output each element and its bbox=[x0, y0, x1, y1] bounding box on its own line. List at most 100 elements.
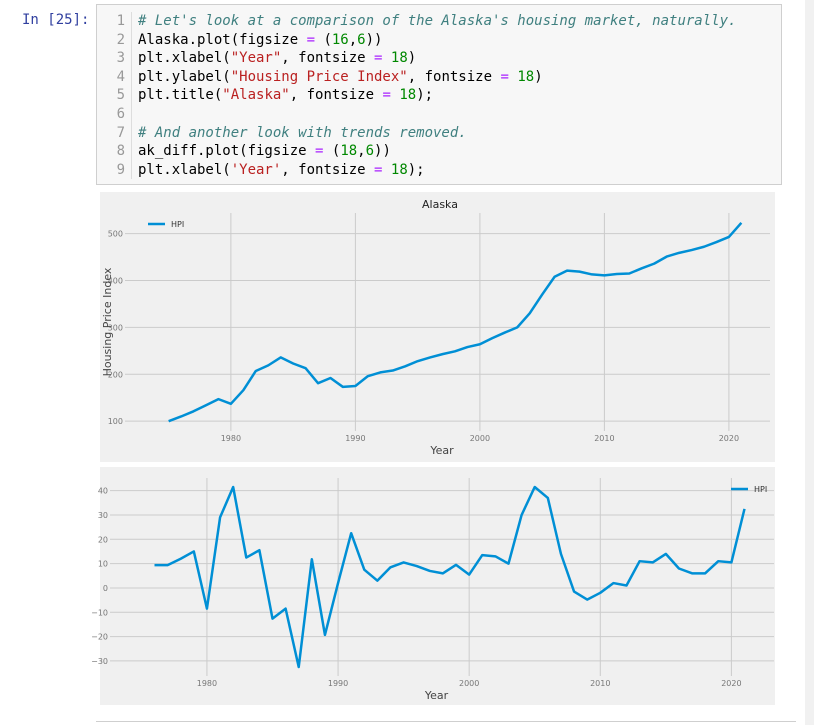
code-token: = bbox=[315, 143, 324, 160]
code-token: ( bbox=[323, 143, 341, 160]
code-cell[interactable]: 1 # Let's look at a comparison of the Ala… bbox=[96, 4, 782, 185]
line-number: 5 bbox=[97, 86, 132, 105]
code-line: 6 bbox=[97, 104, 781, 124]
legend-label: HPI bbox=[754, 485, 767, 494]
code-token: 'Year' bbox=[230, 161, 282, 178]
x-tick-label: 1990 bbox=[345, 434, 365, 443]
code-token: ) bbox=[407, 50, 417, 67]
code-text: ak_diff.plot(figsize = (18,6)) bbox=[132, 142, 391, 161]
code-token: , fontsize bbox=[281, 50, 375, 67]
code-token: )) bbox=[365, 31, 383, 48]
code-line: 8 ak_diff.plot(figsize = (18,6)) bbox=[97, 142, 781, 161]
code-token: # And another look with trends removed. bbox=[138, 124, 467, 141]
line-number: 2 bbox=[97, 30, 132, 50]
x-tick-label: 2010 bbox=[594, 434, 614, 443]
x-tick-label: 2000 bbox=[470, 434, 490, 443]
y-tick-label: 20 bbox=[98, 535, 108, 544]
code-token: = bbox=[374, 50, 383, 67]
x-tick-label: 2000 bbox=[459, 679, 479, 688]
x-tick-label: 1990 bbox=[328, 679, 348, 688]
code-token: = bbox=[374, 161, 383, 178]
code-token: 18 bbox=[390, 161, 408, 178]
chart-background bbox=[100, 467, 775, 705]
line-number: 7 bbox=[97, 123, 132, 143]
x-tick-label: 2020 bbox=[719, 434, 739, 443]
code-token: Alaska.plot(figsize bbox=[138, 31, 307, 48]
y-tick-label: 200 bbox=[108, 370, 123, 379]
code-text: plt.title("Alaska", fontsize = 18); bbox=[132, 86, 433, 105]
y-tick-label: 10 bbox=[98, 560, 108, 569]
code-text: # Let's look at a comparison of the Alas… bbox=[132, 12, 736, 31]
x-axis-label: Year bbox=[424, 689, 449, 702]
code-token: plt.xlabel( bbox=[138, 50, 231, 67]
x-tick-label: 1980 bbox=[197, 679, 217, 688]
code-token: , bbox=[357, 143, 366, 160]
code-text: Alaska.plot(figsize = (16,6)) bbox=[132, 31, 382, 50]
code-line: 5 plt.title("Alaska", fontsize = 18); bbox=[97, 86, 781, 105]
code-token: = bbox=[382, 87, 391, 104]
code-text: plt.xlabel("Year", fontsize = 18) bbox=[132, 49, 416, 68]
code-token: ak_diff.plot(figsize bbox=[138, 143, 316, 160]
code-token: plt.xlabel( bbox=[138, 161, 231, 178]
x-tick-label: 2010 bbox=[590, 679, 610, 688]
y-tick-label: −10 bbox=[91, 608, 108, 617]
line-number: 6 bbox=[97, 104, 132, 124]
code-line: 7 # And another look with trends removed. bbox=[97, 123, 781, 143]
line-number: 4 bbox=[97, 67, 132, 87]
code-line: 3 plt.xlabel("Year", fontsize = 18) bbox=[97, 49, 781, 68]
cell-prompt: In [25]: bbox=[22, 12, 90, 28]
code-token: 18 bbox=[517, 68, 535, 85]
line-number: 8 bbox=[97, 142, 132, 161]
code-token: 6 bbox=[365, 143, 375, 160]
data-line bbox=[168, 222, 743, 423]
y-tick-label: 500 bbox=[108, 230, 123, 239]
x-tick-label: 2020 bbox=[721, 679, 741, 688]
code-text: plt.xlabel('Year', fontsize = 18); bbox=[132, 161, 425, 180]
code-text: plt.ylabel("Housing Price Index", fontsi… bbox=[132, 68, 543, 87]
y-axis-label: Housing Price Index bbox=[101, 267, 114, 376]
code-token: , fontsize bbox=[281, 161, 375, 178]
code-token: ); bbox=[416, 87, 434, 104]
code-token: 18 bbox=[399, 87, 417, 104]
line-number: 3 bbox=[97, 49, 132, 68]
y-tick-label: 30 bbox=[98, 511, 108, 520]
code-token: )) bbox=[374, 143, 391, 160]
y-tick-label: −20 bbox=[91, 633, 108, 642]
code-line: 9 plt.xlabel('Year', fontsize = 18); bbox=[97, 160, 781, 180]
code-token: 16 bbox=[331, 31, 349, 48]
code-token: ( bbox=[315, 31, 332, 48]
code-token: , fontsize bbox=[289, 87, 383, 104]
code-token: 6 bbox=[357, 31, 366, 48]
y-tick-label: 100 bbox=[108, 417, 123, 426]
code-line: 1 # Let's look at a comparison of the Ala… bbox=[97, 12, 781, 31]
code-token: 18 bbox=[390, 50, 408, 67]
code-token: plt.ylabel( bbox=[138, 68, 231, 85]
line-number: 9 bbox=[97, 160, 132, 180]
x-tick-label: 1980 bbox=[221, 434, 241, 443]
code-token: "Housing Price Index" bbox=[230, 68, 408, 85]
y-tick-label: 0 bbox=[103, 584, 108, 593]
y-tick-label: 40 bbox=[98, 487, 108, 496]
code-token: "Alaska" bbox=[222, 87, 290, 104]
code-token: ) bbox=[534, 68, 543, 85]
code-token: = bbox=[306, 31, 316, 48]
code-line: 2 Alaska.plot(figsize = (16,6)) bbox=[97, 30, 781, 50]
code-line: 4 plt.ylabel("Housing Price Index", fonts… bbox=[97, 67, 781, 87]
data-line bbox=[154, 485, 746, 669]
code-token: # Let's look at a comparison of the Alas… bbox=[138, 13, 737, 29]
legend-label: HPI bbox=[171, 220, 184, 229]
y-tick-label: −30 bbox=[91, 657, 108, 666]
code-token: "Year" bbox=[230, 50, 282, 67]
code-token: = bbox=[500, 68, 509, 85]
code-token: , bbox=[348, 31, 358, 48]
y-tick-label: 300 bbox=[108, 323, 123, 332]
chart-title: Alaska bbox=[422, 198, 458, 211]
code-token: plt.title( bbox=[138, 87, 223, 104]
code-token: 18 bbox=[340, 143, 358, 160]
cell-divider bbox=[96, 721, 796, 722]
x-axis-label: Year bbox=[429, 444, 454, 457]
code-text: # And another look with trends removed. bbox=[132, 124, 467, 143]
scrollbar[interactable] bbox=[805, 0, 814, 725]
